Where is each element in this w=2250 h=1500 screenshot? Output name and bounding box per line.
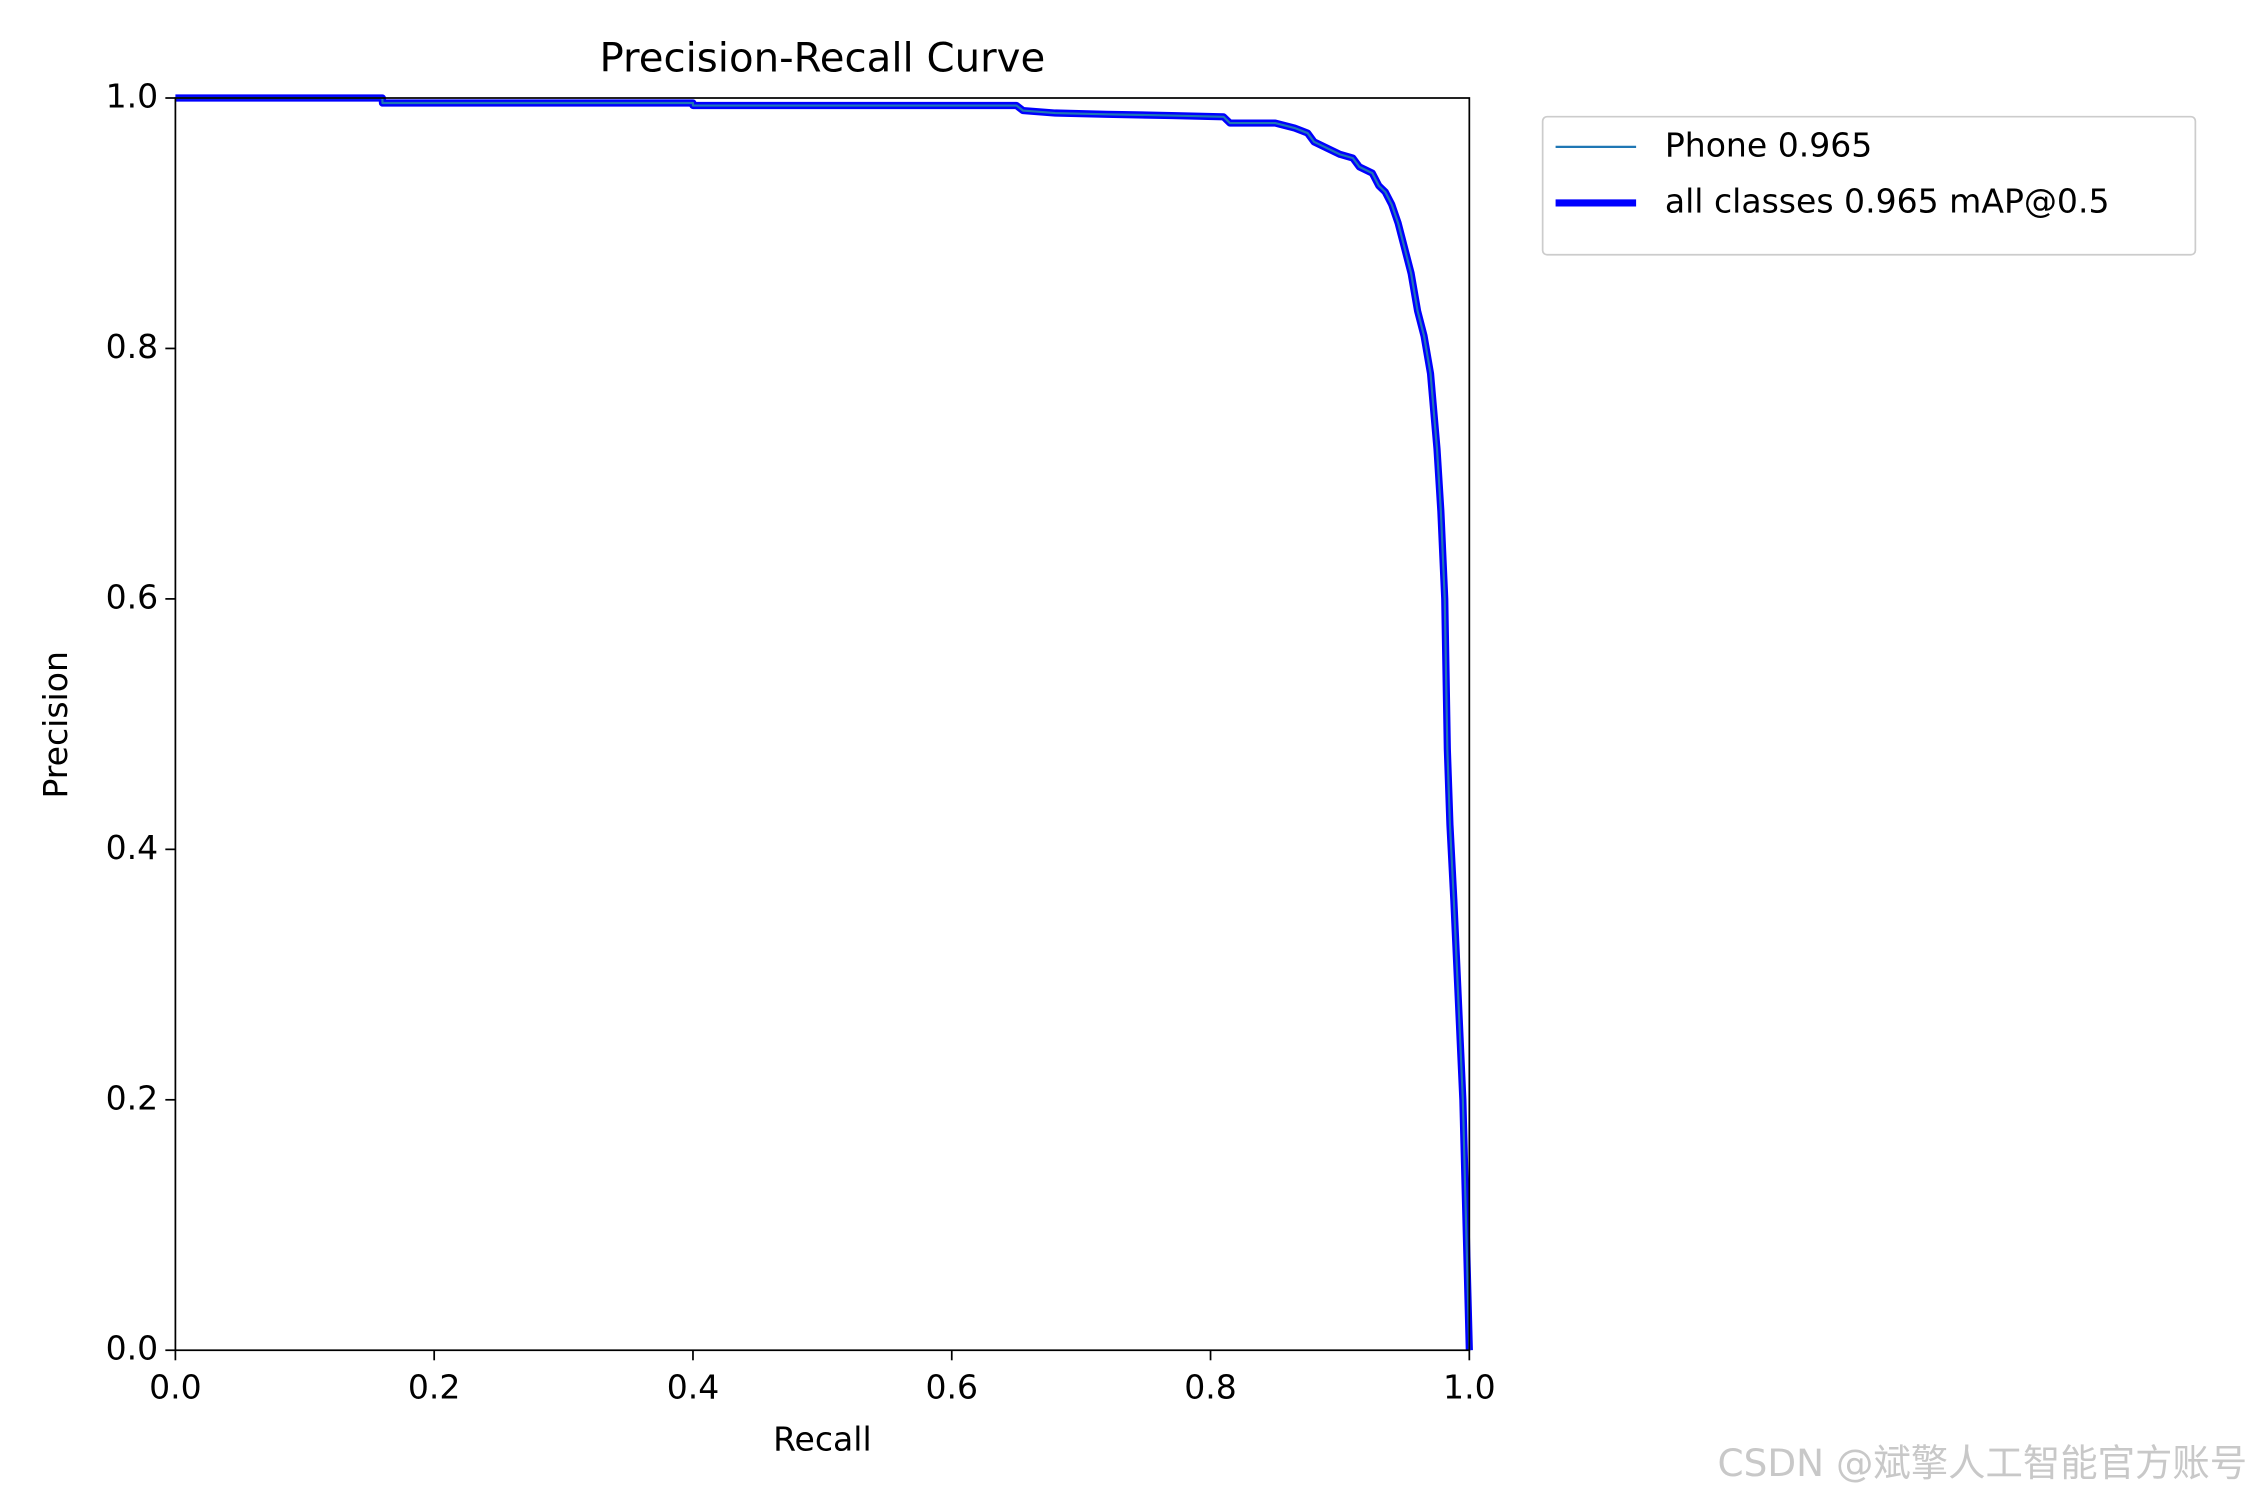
- y-tick-label: 1.0: [106, 77, 159, 116]
- y-tick-label: 0.8: [106, 327, 159, 366]
- y-axis-label: Precision: [36, 651, 75, 798]
- legend-box: [1541, 115, 2197, 256]
- legend-label: all classes 0.965 mAP@0.5: [1665, 181, 2110, 220]
- chart-title: Precision-Recall Curve: [599, 36, 1045, 82]
- curve: [175, 96, 1471, 1351]
- x-tick-label: 0.2: [408, 1368, 461, 1407]
- y-tick-label: 0.6: [106, 577, 159, 616]
- y-tick-label: 0.2: [106, 1078, 159, 1117]
- x-tick-label: 0.0: [149, 1368, 202, 1407]
- y-tick-label: 0.0: [106, 1329, 159, 1368]
- x-tick-label: 0.8: [1184, 1368, 1237, 1407]
- x-tick-label: 1.0: [1443, 1368, 1496, 1407]
- watermark: CSDN @斌擎人工智能官方账号: [1718, 1441, 2248, 1485]
- legend-label: Phone 0.965: [1665, 125, 1872, 164]
- plot-frame: [174, 97, 1471, 1352]
- x-tick-label: 0.6: [925, 1368, 978, 1407]
- x-axis-label: Recall: [773, 1419, 872, 1458]
- y-tick-label: 0.4: [106, 828, 159, 867]
- x-tick-label: 0.4: [667, 1368, 720, 1407]
